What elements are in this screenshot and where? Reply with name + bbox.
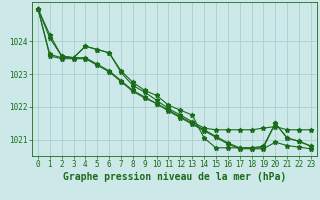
X-axis label: Graphe pression niveau de la mer (hPa): Graphe pression niveau de la mer (hPa) bbox=[63, 172, 286, 182]
